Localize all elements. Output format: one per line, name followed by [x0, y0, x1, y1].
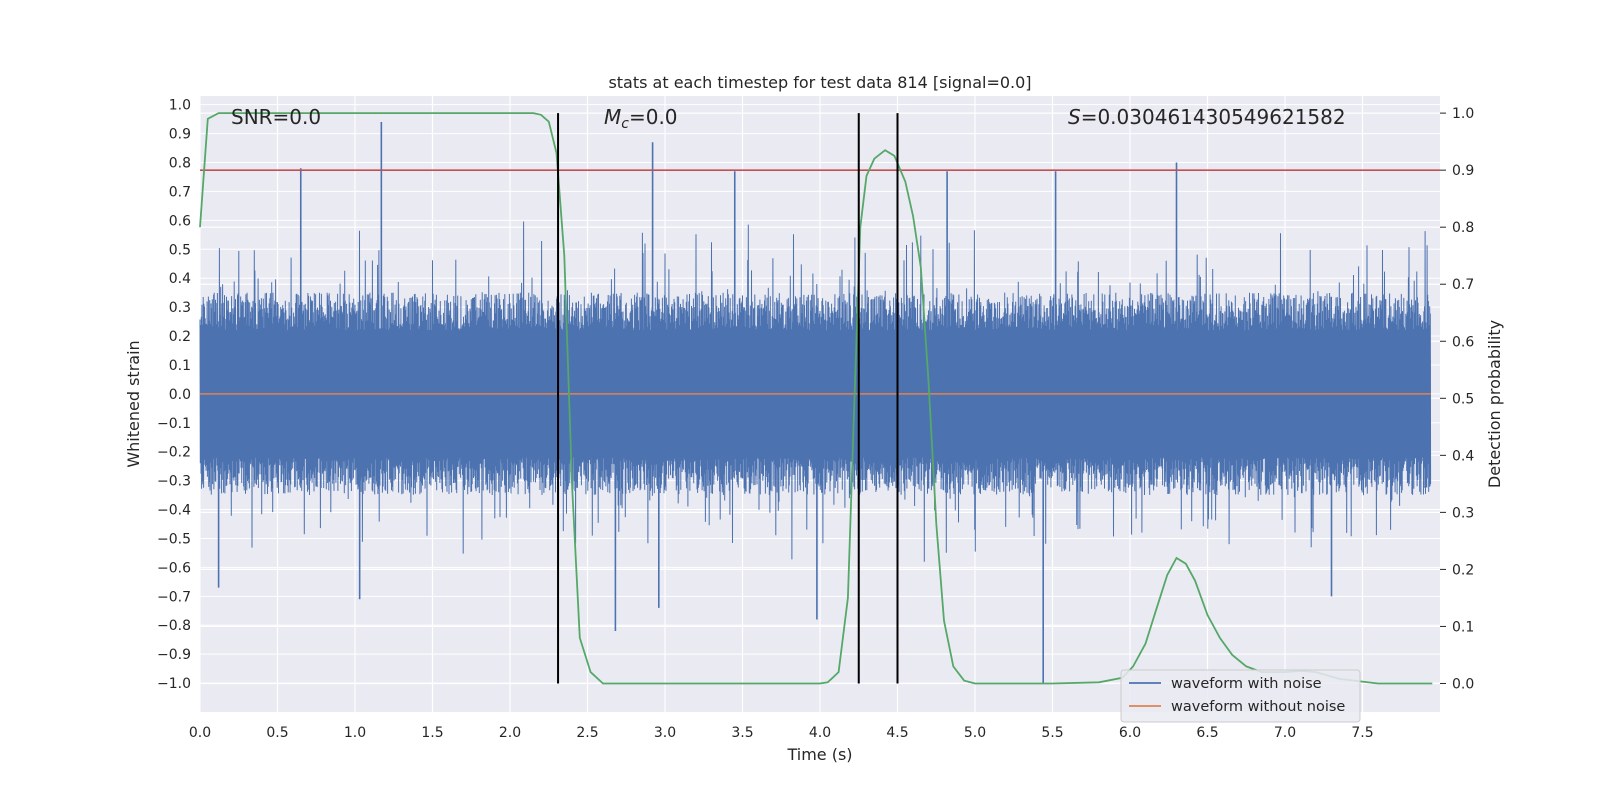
- annotation-mc-subscript: c: [621, 116, 629, 132]
- y-tick-label: −0.2: [157, 445, 191, 461]
- x-tick-label: 7.5: [1351, 725, 1373, 741]
- x-tick-label: 3.5: [731, 725, 753, 741]
- x-tick-label: 1.0: [344, 725, 366, 741]
- y-tick-label: 0.3: [169, 300, 191, 316]
- y-tick-label: 0.1: [169, 358, 191, 374]
- y-tick-label: −0.6: [157, 560, 191, 576]
- y-tick-label: −0.7: [157, 589, 191, 605]
- y-tick-label: 0.6: [169, 213, 191, 229]
- y2-tick-label: 0.2: [1452, 562, 1474, 578]
- x-tick-label: 6.5: [1196, 725, 1218, 741]
- y2-tick-label: 0.4: [1452, 448, 1474, 464]
- annotation-s-value: =0.030461430549621582: [1081, 105, 1346, 129]
- y-tick-label: 0.7: [169, 184, 191, 200]
- y-tick-label: 0.8: [169, 156, 191, 172]
- annotation-s: S=0.030461430549621582: [1068, 105, 1346, 129]
- chart-title: stats at each timestep for test data 814…: [608, 73, 1031, 92]
- y2-tick-label: 0.1: [1452, 619, 1474, 635]
- y2-tick-label: 0.6: [1452, 334, 1474, 350]
- series-lines: [199, 112, 1440, 685]
- x-tick-label: 7.0: [1274, 725, 1296, 741]
- y-tick-label: −0.8: [157, 618, 191, 634]
- y-tick-label: 0.9: [169, 127, 191, 143]
- y-axis-label: Whitened strain: [124, 340, 143, 467]
- annotation-snr: SNR=0.0: [231, 105, 321, 129]
- noise-trace: [199, 221, 1432, 562]
- x-tick-label: 4.5: [886, 725, 908, 741]
- x-tick-label: 5.5: [1041, 725, 1063, 741]
- y-tick-labels: 1.0 0.9 0.8 0.7 0.6 0.5 0.4 0.3 0.2 0.1 0.0 −0.1 −0.…: [157, 98, 191, 692]
- y2-tick-label: 0.9: [1452, 163, 1474, 179]
- y-tick-label: 0.5: [169, 242, 191, 258]
- x-tick-label: 2.5: [576, 725, 598, 741]
- annotation-mc-symbol: M: [604, 105, 621, 129]
- y2-tick-label: 1.0: [1452, 106, 1474, 122]
- x-tick-label: 4.0: [809, 725, 831, 741]
- y2-tick-label: 0.3: [1452, 505, 1474, 521]
- y-tick-label: 0.2: [169, 329, 191, 345]
- y2-tick-label: 0.0: [1452, 676, 1474, 692]
- y-tick-label: −1.0: [157, 676, 191, 692]
- x-tick-label: 3.0: [654, 725, 676, 741]
- y-tick-label: −0.3: [157, 474, 191, 490]
- legend-label-noise: waveform with noise: [1171, 676, 1322, 692]
- y-tick-label: 0.0: [169, 387, 191, 403]
- x-tick-label: 0.0: [189, 725, 211, 741]
- x-tick-label: 6.0: [1119, 725, 1141, 741]
- legend: waveform with noise waveform without noi…: [1120, 669, 1361, 723]
- y-tick-label: −0.9: [157, 647, 191, 663]
- y-tick-label: −0.5: [157, 531, 191, 547]
- x-axis-label: Time (s): [786, 745, 852, 764]
- y2-axis-label: Detection probability: [1485, 320, 1504, 488]
- legend-box: [1120, 669, 1361, 723]
- y-tick-label: −0.4: [157, 503, 191, 519]
- x-tick-label: 2.0: [499, 725, 521, 741]
- x-tick-label: 5.0: [964, 725, 986, 741]
- y2-tick-label: 0.8: [1452, 220, 1474, 236]
- legend-label-clean: waveform without noise: [1171, 699, 1345, 715]
- x-tick-labels: 0.0 0.5 1.0 1.5 2.0 2.5 3.0 3.5 4.0 4.5 5.0 5.5 6.0 6…: [189, 725, 1374, 741]
- x-tick-label: 0.5: [266, 725, 288, 741]
- y2-tick-label: 0.5: [1452, 391, 1474, 407]
- y2-tick-labels: 1.0 0.9 0.8 0.7 0.6 0.5 0.4 0.3 0.2 0.1 0.0: [1440, 106, 1474, 692]
- y-tick-label: 0.4: [169, 271, 191, 287]
- x-tick-label: 1.5: [421, 725, 443, 741]
- detection-probability-line: [199, 112, 1433, 685]
- y-tick-label: 1.0: [169, 98, 191, 114]
- y-tick-label: −0.1: [157, 416, 191, 432]
- annotation-mc-value: =0.0: [629, 105, 678, 129]
- y2-tick-label: 0.7: [1452, 277, 1474, 293]
- annotation-mc: Mc=0.0: [604, 105, 678, 132]
- annotation-s-symbol: S: [1068, 105, 1081, 129]
